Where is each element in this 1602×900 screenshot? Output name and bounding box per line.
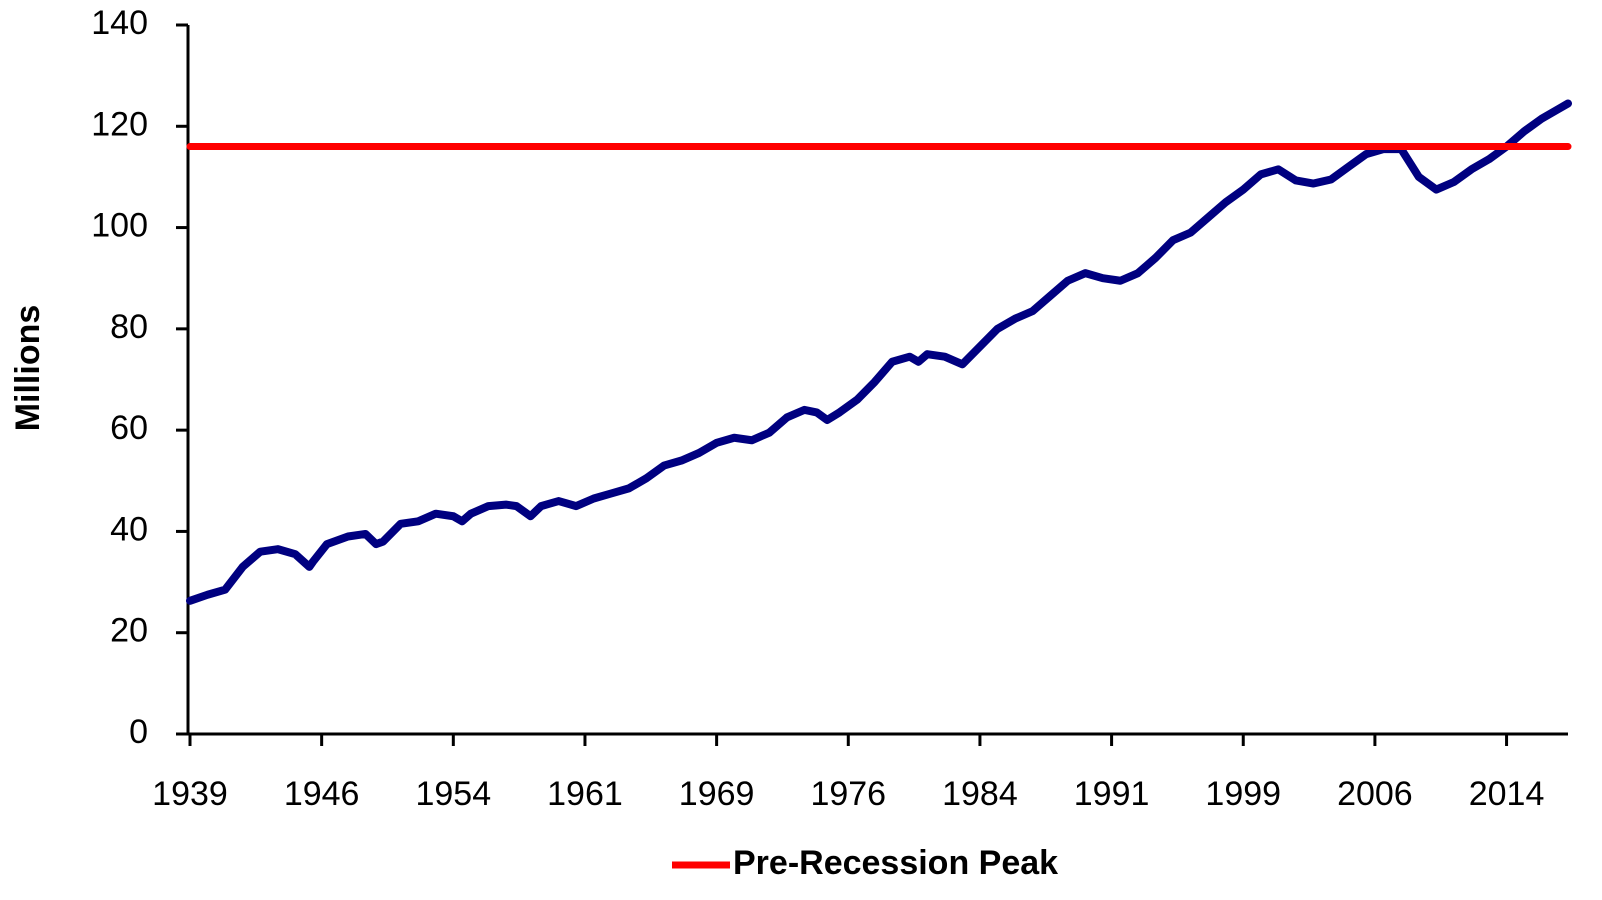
x-tick-label: 2014 xyxy=(1469,775,1545,813)
y-axis-label: Millions xyxy=(9,305,47,432)
y-tick-label: 20 xyxy=(110,612,148,650)
y-tick-label: 0 xyxy=(129,713,148,751)
x-tick-label: 1969 xyxy=(679,775,755,813)
y-tick-label: 140 xyxy=(91,4,148,42)
series-line xyxy=(186,99,1572,605)
y-tick-label: 80 xyxy=(110,308,148,346)
x-tick-label: 1946 xyxy=(284,775,360,813)
y-tick-label: 60 xyxy=(110,409,148,447)
x-tick-label: 1999 xyxy=(1205,775,1281,813)
x-tick-label: 1939 xyxy=(152,775,228,813)
y-tick-label: 40 xyxy=(110,510,148,548)
x-tick-label: 1976 xyxy=(810,775,886,813)
y-tick-label: 100 xyxy=(91,207,148,245)
x-tick-label: 1991 xyxy=(1074,775,1150,813)
x-tick-label: 1984 xyxy=(942,775,1018,813)
x-tick-label: 1954 xyxy=(415,775,491,813)
y-tick-label: 120 xyxy=(91,105,148,143)
x-tick-label: 2006 xyxy=(1337,775,1413,813)
legend-label: Pre-Recession Peak xyxy=(733,844,1058,882)
x-tick-label: 1961 xyxy=(547,775,623,813)
